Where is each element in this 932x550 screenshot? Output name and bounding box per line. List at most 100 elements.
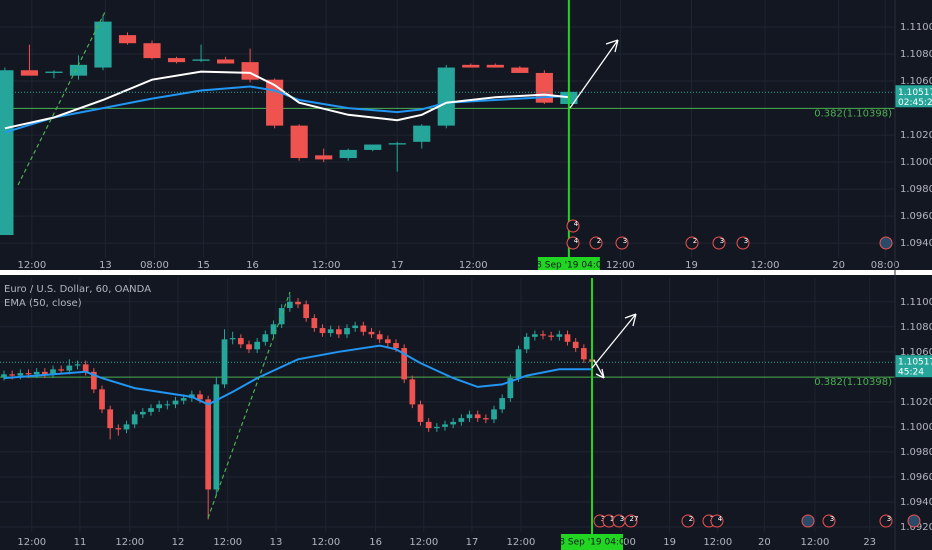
crosshair-label-box <box>561 534 624 550</box>
candle-body <box>118 35 137 44</box>
candle-body <box>523 336 530 350</box>
candle-body <box>417 404 424 422</box>
chart-title: Euro / U.S. Dollar, 60, OANDA <box>4 284 151 295</box>
candle-body <box>156 404 163 409</box>
event-count: 4 <box>718 515 723 523</box>
candle-body <box>1 374 7 377</box>
candle-body <box>270 324 277 335</box>
trend-line <box>17 11 106 186</box>
y-tick-label: 1.09400 <box>900 238 932 249</box>
ema-line <box>4 85 569 134</box>
x-tick-label: 16 <box>246 260 259 271</box>
y-tick-label: 1.10000 <box>900 422 932 433</box>
event[interactable]: 3 <box>736 236 750 250</box>
event-count: 27 <box>630 515 639 523</box>
event-count: 2 <box>597 237 601 245</box>
candle-body <box>580 348 587 360</box>
y-tick-label: 1.10800 <box>900 322 932 333</box>
candle-body <box>66 365 73 371</box>
candle-body <box>327 329 334 334</box>
y-tick-label: 1.09600 <box>900 472 932 483</box>
y-tick-label: 1.10600 <box>900 347 932 358</box>
arrow-drawing <box>591 313 637 369</box>
event-count: 3 <box>623 237 627 245</box>
event[interactable]: 4 <box>566 236 580 250</box>
event[interactable] <box>907 514 921 528</box>
candle-body <box>41 371 48 375</box>
y-tick-label: 1.10200 <box>900 130 932 141</box>
event[interactable]: 4 <box>710 514 724 528</box>
candle-body <box>139 411 146 415</box>
x-tick-label: 12:00 <box>459 260 488 271</box>
event[interactable]: 3 <box>615 236 629 250</box>
event-count: 3 <box>830 515 834 523</box>
candle-body <box>33 371 40 375</box>
event[interactable]: 3 <box>879 514 893 528</box>
y-tick-label: 1.10800 <box>900 49 932 60</box>
event[interactable] <box>801 514 815 528</box>
candle-body <box>393 343 399 349</box>
candle-body <box>319 328 326 334</box>
event-markers: 4 4 2 3 2 3 3 <box>566 219 893 250</box>
event[interactable]: 4 <box>566 219 580 233</box>
y-tick-label: 1.10200 <box>900 397 932 408</box>
event[interactable] <box>879 236 893 250</box>
candle-body <box>123 424 130 430</box>
candle-body <box>58 369 65 371</box>
candle-body <box>25 373 32 375</box>
y-tick-label: 1.09800 <box>900 184 932 195</box>
candle-body <box>352 325 359 329</box>
event[interactable]: 3 <box>712 236 726 250</box>
candle-body <box>167 58 186 63</box>
event-count: 3 <box>720 237 724 245</box>
candle-body <box>303 304 310 319</box>
x-tick-label: 17 <box>466 537 479 548</box>
trend-line <box>207 291 291 519</box>
indicator-legend: EMA (50, close) <box>4 298 82 309</box>
candle-body <box>197 394 203 400</box>
crosshair-label-box <box>537 257 600 273</box>
pane-separator <box>0 270 932 275</box>
candle-body <box>9 374 16 376</box>
ema-line <box>4 70 570 130</box>
candle-body <box>339 149 357 159</box>
candle-body <box>213 384 220 490</box>
event[interactable]: 2 <box>681 514 695 528</box>
event[interactable]: 2 <box>685 236 699 250</box>
x-tick-label: 08:00 <box>140 260 169 271</box>
x-tick-label: 17 <box>391 260 404 271</box>
candle-body <box>572 341 579 349</box>
event[interactable]: 3 <box>612 514 626 528</box>
crosshair-label: 18 Sep '19 04:00 <box>554 538 631 548</box>
candle-body <box>360 325 367 332</box>
countdown-label: 02:45:24 <box>898 98 932 108</box>
candle-body <box>205 399 212 490</box>
event-count: 3 <box>744 237 748 245</box>
candle-body <box>82 364 89 372</box>
candle-body <box>368 331 375 335</box>
candle-body <box>148 408 154 412</box>
candle-body <box>311 318 318 329</box>
candle-body <box>433 426 440 429</box>
candle-body <box>74 364 81 366</box>
candle-body <box>229 338 236 340</box>
x-tick-label: 12:00 <box>703 537 732 548</box>
event[interactable]: 2 <box>589 236 603 250</box>
candle-body <box>17 373 24 376</box>
event[interactable]: 27 <box>624 514 639 528</box>
event-markers: 3 1 3 27 2 3 4 3 3 <box>593 514 921 528</box>
x-tick-label: 11 <box>74 537 87 548</box>
y-tick-label: 1.09200 <box>900 522 932 533</box>
event-count: 4 <box>574 237 579 245</box>
crosshair-label: 18 Sep '19 04:00 <box>530 261 607 271</box>
event-count: 3 <box>887 515 891 523</box>
candle-body <box>425 421 432 429</box>
event[interactable]: 3 <box>822 514 836 528</box>
candle-body <box>409 379 416 405</box>
candle-body <box>50 369 56 375</box>
x-tick-label: 12:00 <box>801 537 830 548</box>
candle-body <box>266 79 284 126</box>
candle-body <box>511 67 529 73</box>
candle-body <box>442 424 448 427</box>
x-tick-label: 16 <box>369 537 382 548</box>
